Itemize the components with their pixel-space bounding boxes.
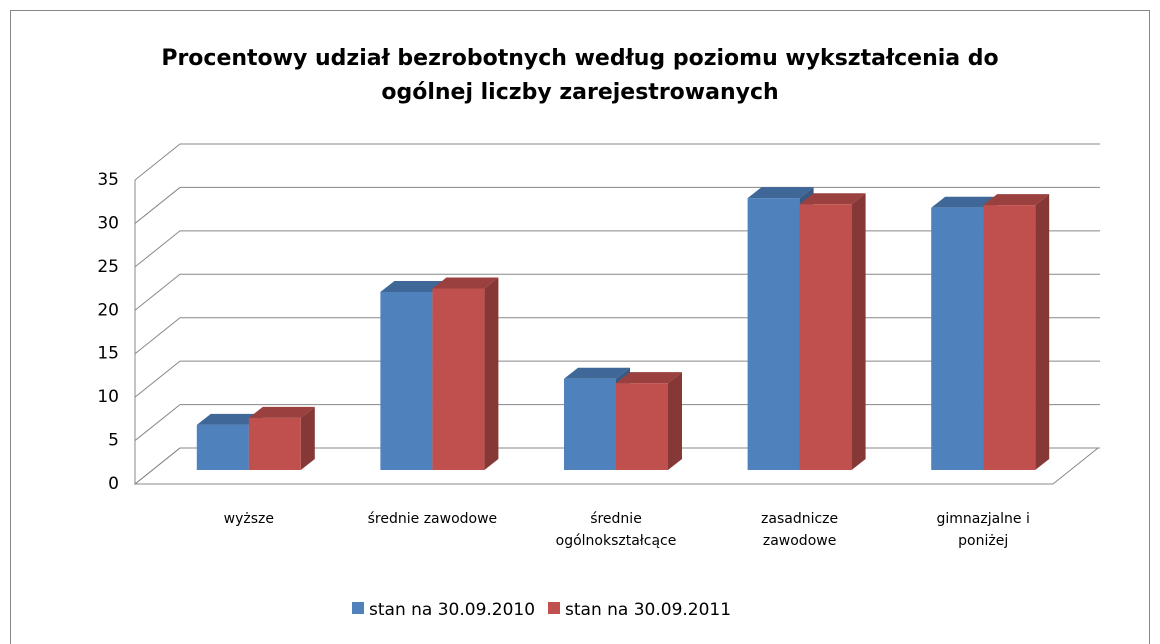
bar-face bbox=[616, 383, 668, 470]
y-tick-label: 0 bbox=[108, 474, 119, 494]
y-tick-label: 30 bbox=[97, 213, 119, 233]
grid-line bbox=[134, 143, 1100, 181]
bar bbox=[432, 277, 499, 470]
bar-face bbox=[196, 424, 249, 470]
y-tick-label: 20 bbox=[97, 300, 119, 320]
bar-face bbox=[931, 196, 998, 208]
bar-face bbox=[747, 187, 814, 199]
y-tick-label: 35 bbox=[97, 170, 119, 190]
bar bbox=[248, 406, 315, 470]
bar-face bbox=[983, 205, 1036, 471]
bar-face bbox=[380, 291, 433, 470]
bar-face bbox=[484, 277, 499, 470]
bar-face bbox=[1035, 194, 1050, 471]
legend-swatch bbox=[548, 602, 560, 614]
y-tick-label: 5 bbox=[108, 431, 119, 451]
bar-face bbox=[564, 378, 616, 470]
x-tick-label: średnie ogólnokształcące bbox=[555, 511, 677, 549]
y-tick-label: 15 bbox=[97, 344, 119, 364]
bar-face bbox=[983, 194, 1050, 206]
bar-face bbox=[248, 417, 301, 470]
bar-face bbox=[248, 406, 315, 418]
bar-face bbox=[931, 207, 984, 471]
x-tick-label: średnie zawodowe bbox=[367, 511, 498, 527]
bar-face bbox=[300, 406, 315, 470]
bar-face bbox=[380, 280, 447, 292]
bar-face bbox=[432, 288, 485, 470]
bar-face bbox=[799, 193, 866, 205]
bar-face bbox=[432, 277, 499, 289]
bar-face bbox=[851, 193, 866, 470]
legend-label: stan na 30.09.2011 bbox=[565, 600, 731, 620]
chart-title: Procentowy udział bezrobotnych według po… bbox=[161, 46, 999, 105]
bar bbox=[983, 194, 1050, 471]
legend-label: stan na 30.09.2010 bbox=[369, 600, 535, 620]
bar-face bbox=[747, 198, 800, 470]
chart-frame bbox=[10, 10, 1150, 644]
x-tick-label: wyższe bbox=[223, 511, 274, 527]
x-tick-label: gimnazjalne i poniżej bbox=[936, 511, 1030, 549]
bar-face bbox=[196, 413, 263, 425]
bar-face bbox=[668, 372, 682, 470]
bar-face bbox=[564, 367, 630, 379]
legend-swatch bbox=[352, 602, 364, 614]
bar-face bbox=[616, 372, 682, 384]
bar bbox=[616, 372, 682, 470]
bar-face bbox=[799, 204, 852, 470]
y-tick-label: 10 bbox=[97, 387, 119, 407]
bar bbox=[799, 193, 866, 470]
y-tick-label: 25 bbox=[97, 257, 119, 277]
x-tick-label: zasadnicze zawodowe bbox=[761, 511, 839, 549]
